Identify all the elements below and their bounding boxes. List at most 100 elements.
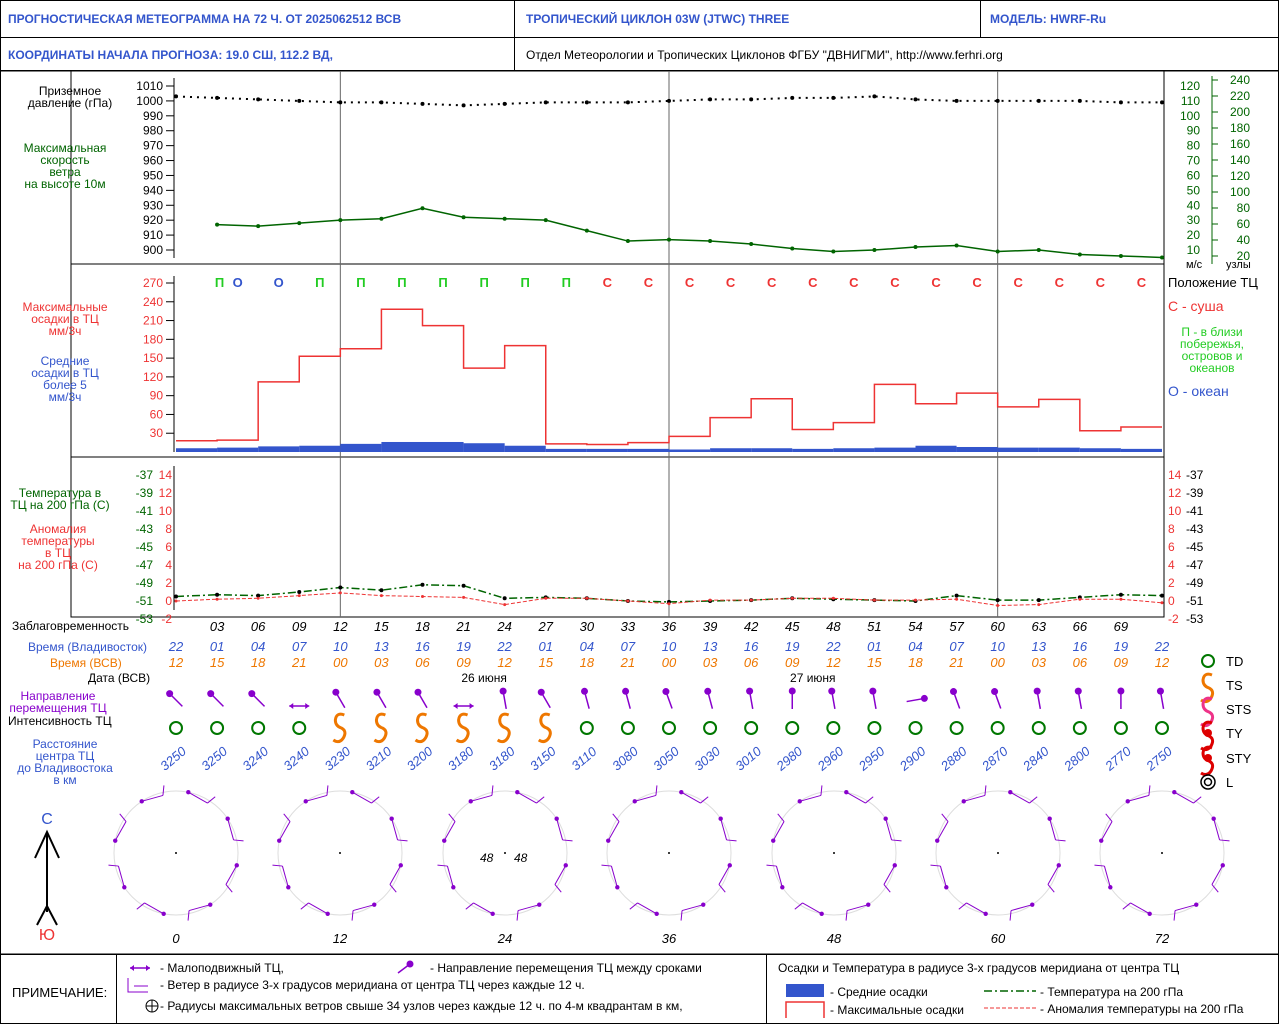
wind-barb-staff [352, 904, 375, 912]
anom-point [1078, 597, 1082, 601]
time-vsv: 18 [908, 655, 923, 670]
distance-value: 2960 [814, 743, 847, 774]
pressure-point [256, 97, 261, 102]
time-vlad: 01 [867, 639, 881, 654]
max-precip-line [176, 308, 1162, 446]
wind-barb-staff [846, 791, 866, 804]
anom-point [1160, 601, 1164, 605]
radii-center [1161, 852, 1163, 854]
legend-td-icon [1201, 654, 1215, 668]
temp-point [995, 598, 1000, 603]
wind-barb-staff [281, 865, 289, 888]
anom-tick-right: 10 [1168, 504, 1182, 518]
distance-value: 2870 [978, 743, 1011, 774]
wind-point [1160, 255, 1164, 260]
temp-tick-right: -53 [1186, 612, 1204, 626]
time-vsv: 03 [1032, 655, 1047, 670]
wind-barb-staff [681, 904, 704, 912]
distance-value: 3240 [280, 743, 312, 774]
date-text: 27 июня [790, 671, 836, 685]
pressure-point [913, 97, 918, 102]
wind-ms-tick: 120 [1180, 79, 1200, 93]
wind-barb-point [771, 838, 776, 843]
time-vsv: 12 [169, 655, 184, 670]
avgprecip-label: мм/3ч [49, 390, 82, 404]
avg-precip-bar [915, 445, 957, 452]
anom-tick-right: 8 [1168, 522, 1175, 536]
intensity-ts [332, 712, 347, 744]
anom-point [790, 596, 794, 600]
pressure-point [831, 95, 836, 100]
distance-value: 3210 [363, 743, 395, 774]
lead-hour: 30 [580, 619, 595, 634]
distance-value: 3150 [527, 743, 559, 774]
wind-barb-staff [1130, 902, 1150, 915]
pressure-tick: 910 [143, 228, 163, 242]
anom-tick-right: -2 [1168, 612, 1179, 626]
temp-point [256, 593, 261, 598]
legend-ts-icon [1200, 672, 1215, 704]
pressure-line [175, 95, 1162, 107]
direction-arrow [417, 691, 428, 709]
avg-precip-bar [217, 447, 259, 452]
time-vlad: 04 [580, 639, 594, 654]
pressure-point [1077, 98, 1082, 103]
compass-tail [36, 903, 58, 926]
anom-point [708, 598, 712, 602]
wind-barb-flag [1148, 785, 1151, 796]
time-vsv: 21 [948, 655, 963, 670]
wind-point [913, 245, 918, 250]
intensity-ts [537, 712, 552, 744]
wind-barb-point [208, 902, 213, 907]
wind-barb-flag [272, 864, 283, 867]
anom-tick-right: 4 [1168, 558, 1175, 572]
intensity-legend-l: L [1226, 775, 1233, 790]
wind-ms-tick: 60 [1187, 168, 1201, 182]
wind-barb-flag [1055, 839, 1066, 842]
avg-precip-bar [504, 445, 546, 452]
radii-circle [113, 790, 239, 916]
wind-barb-flag [437, 864, 448, 867]
lead-hour: 24 [496, 619, 511, 634]
wind-barb-flag [233, 839, 244, 842]
direction-arrowhead [537, 688, 545, 696]
wind-knot-tick: 180 [1230, 121, 1250, 135]
wind-barb-flag [351, 910, 354, 921]
wind-knot-tick: 240 [1230, 73, 1250, 87]
intensity-td [1113, 721, 1128, 735]
legend-land: С - суша [1168, 298, 1224, 314]
wind-barb-point [892, 863, 897, 868]
position-code: О [233, 275, 243, 290]
precip-tick: 120 [143, 370, 163, 384]
anom-point [955, 597, 959, 601]
temp-tick-left: -43 [136, 522, 154, 536]
direction-arrowhead [581, 687, 589, 695]
pressure-point [379, 100, 384, 105]
direction-arrow [540, 691, 551, 709]
wind-barb-flag [820, 785, 823, 796]
wind-point [215, 222, 220, 227]
lead-hour: 39 [703, 619, 717, 634]
wind-barb-flag [283, 813, 291, 822]
radii-hour: 24 [497, 931, 512, 946]
wind-knot-tick: 20 [1237, 249, 1251, 263]
precip-tick: 210 [143, 314, 163, 328]
avg-precip-bar [422, 441, 464, 452]
temp-tick-left: -53 [136, 612, 154, 626]
time-vlad: 07 [949, 639, 964, 654]
time-vlad: 22 [1154, 639, 1170, 654]
wind-barb-point [983, 911, 988, 916]
temp-point [584, 596, 589, 601]
direction-arrowhead [248, 690, 256, 698]
distance-value: 3230 [322, 743, 354, 774]
pressure-tick: 950 [143, 168, 163, 182]
avg-precip-bar [381, 441, 423, 452]
lead-hour: 60 [990, 619, 1005, 634]
lead-hour: 63 [1032, 619, 1047, 634]
wind-barb-point [161, 911, 166, 916]
wind-ms-tick: 90 [1187, 124, 1201, 138]
anom-tick-left: 4 [165, 558, 172, 572]
radii-hour: 60 [991, 931, 1006, 946]
wind-barb-point [468, 799, 473, 804]
radii-center [833, 852, 835, 854]
